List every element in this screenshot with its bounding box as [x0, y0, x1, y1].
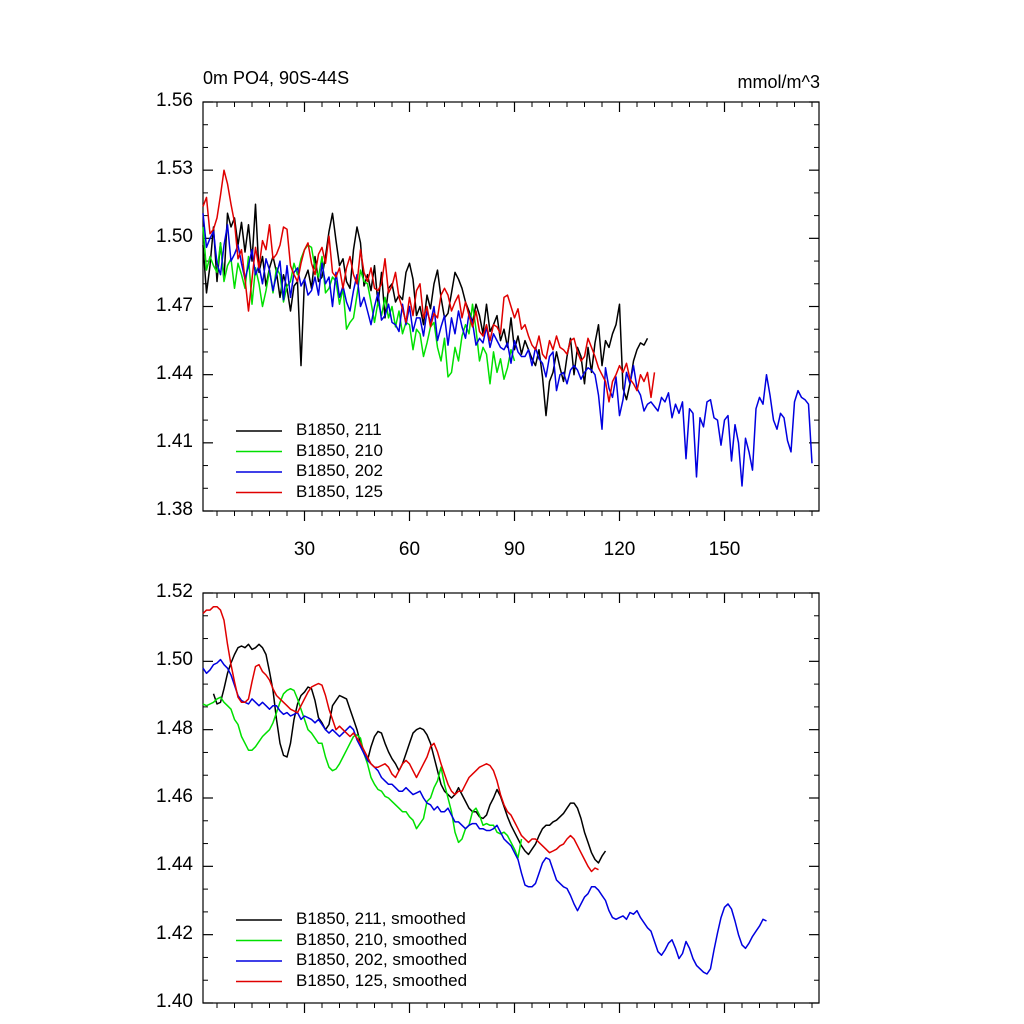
x-tick-label: 120: [603, 539, 636, 560]
y-tick-label: 1.47: [156, 294, 193, 316]
legend-entry: B1850, 211, smoothed: [296, 909, 466, 928]
y-tick-label: 1.44: [156, 854, 193, 876]
legend-entry: B1850, 211: [296, 420, 382, 439]
legend-entry: B1850, 210, smoothed: [296, 929, 468, 949]
y-tick-label: 1.46: [156, 786, 193, 807]
legend-entry: B1850, 210: [296, 440, 383, 460]
units-label: mmol/m^3: [737, 72, 820, 92]
y-tick-label: 1.42: [156, 922, 193, 944]
series-line-top-3: [202, 169, 656, 403]
x-tick-label: 90: [503, 539, 526, 560]
bottom-panel: [202, 592, 820, 1013]
x-tick-label: 60: [398, 539, 421, 560]
y-tick-label: 1.44: [156, 362, 193, 384]
y-tick-label: 1.40: [156, 991, 193, 1012]
series-line-bottom-3: [202, 605, 599, 873]
y-tick-label: 1.41: [156, 430, 193, 452]
y-tick-label: 1.53: [156, 158, 193, 180]
legend-entry: B1850, 202, smoothed: [296, 950, 468, 969]
legend-entry: B1850, 202: [296, 461, 383, 480]
y-tick-label: 1.56: [156, 90, 193, 111]
y-tick-label: 1.50: [156, 226, 193, 248]
series-line-bottom-0: [212, 643, 607, 864]
series-line-top-2: [202, 213, 813, 487]
chart-title: 0m PO4, 90S-44S: [203, 68, 350, 88]
y-tick-label: 1.52: [156, 581, 193, 602]
x-tick-label: 150: [708, 539, 741, 560]
y-tick-label: 1.50: [156, 649, 193, 671]
legend-entry: B1850, 125, smoothed: [296, 970, 468, 990]
y-tick-label: 1.38: [156, 499, 193, 520]
legend-entry: B1850, 125: [296, 481, 383, 501]
top-panel: [202, 101, 820, 521]
y-tick-label: 1.48: [156, 717, 193, 739]
x-tick-label: 30: [293, 539, 316, 560]
